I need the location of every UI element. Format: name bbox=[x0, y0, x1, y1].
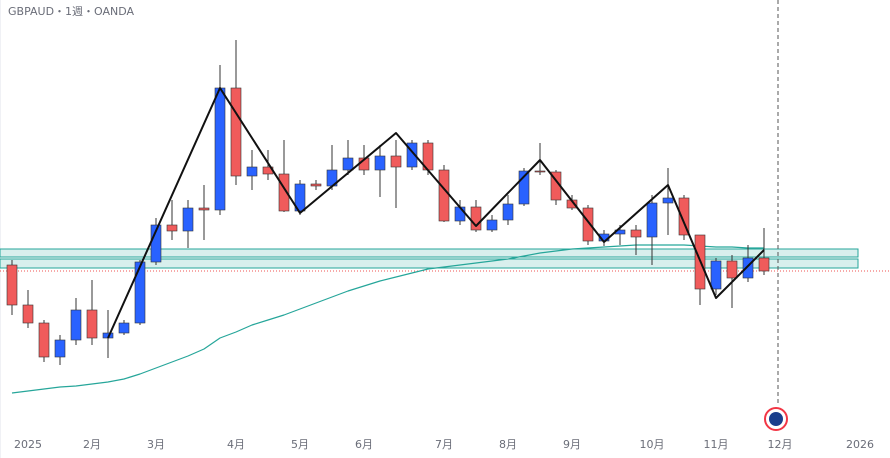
candle-body bbox=[6, 264, 18, 306]
support-zone bbox=[0, 258, 859, 269]
x-tick-label: 5月 bbox=[291, 438, 309, 451]
candle-body bbox=[182, 207, 194, 232]
x-tick-label: 10月 bbox=[640, 438, 665, 451]
candle-body bbox=[390, 155, 402, 168]
flag-icon[interactable] bbox=[769, 412, 783, 426]
candle-body bbox=[454, 206, 466, 222]
candle-body bbox=[214, 87, 226, 211]
x-tick-label: 4月 bbox=[227, 438, 245, 451]
candle-body bbox=[310, 183, 322, 187]
event-flag[interactable] bbox=[764, 407, 788, 431]
x-tick-label: 2025 bbox=[14, 438, 42, 451]
candle-body bbox=[374, 155, 386, 171]
candle-body bbox=[118, 322, 130, 334]
x-tick-label: 3月 bbox=[147, 438, 165, 451]
candle-body bbox=[662, 197, 674, 204]
candle-body bbox=[278, 173, 290, 212]
x-tick-label: 2月 bbox=[83, 438, 101, 451]
candle-body bbox=[438, 169, 450, 222]
candle-body bbox=[198, 207, 210, 211]
candle-body bbox=[582, 207, 594, 242]
chart-title: GBPAUD・1週・OANDA bbox=[8, 5, 135, 18]
x-tick-label: 8月 bbox=[499, 438, 517, 451]
candle-body bbox=[38, 322, 50, 358]
candle-body bbox=[502, 203, 514, 221]
candle-body bbox=[678, 197, 690, 236]
candle-body bbox=[342, 157, 354, 171]
moving-average bbox=[11, 244, 764, 394]
candle-body bbox=[22, 304, 34, 324]
candle-body bbox=[166, 224, 178, 232]
candle-body bbox=[70, 309, 82, 341]
zigzag-line bbox=[107, 87, 765, 339]
candle-body bbox=[710, 260, 722, 290]
candle-body bbox=[518, 170, 530, 205]
candle-body bbox=[246, 166, 258, 177]
candle-body bbox=[486, 219, 498, 231]
candle-body bbox=[86, 309, 98, 339]
candle-body bbox=[230, 87, 242, 177]
x-tick-label: 6月 bbox=[355, 438, 373, 451]
x-tick-label: 9月 bbox=[563, 438, 581, 451]
x-tick-label: 2026 bbox=[846, 438, 874, 451]
candle-body bbox=[134, 261, 146, 324]
candle-body bbox=[742, 257, 754, 279]
x-tick-label: 7月 bbox=[435, 438, 453, 451]
candle-body bbox=[758, 257, 770, 272]
candle-body bbox=[294, 183, 306, 212]
x-tick-label: 12月 bbox=[768, 438, 793, 451]
x-tick-label: 11月 bbox=[704, 438, 729, 451]
candle-body bbox=[726, 260, 738, 279]
candle-body bbox=[534, 170, 546, 173]
candle-body bbox=[470, 206, 482, 231]
support-zone bbox=[0, 248, 859, 258]
candle-body bbox=[406, 142, 418, 168]
candle-body bbox=[630, 229, 642, 238]
candle-body bbox=[646, 202, 658, 238]
candle-body bbox=[54, 339, 66, 358]
